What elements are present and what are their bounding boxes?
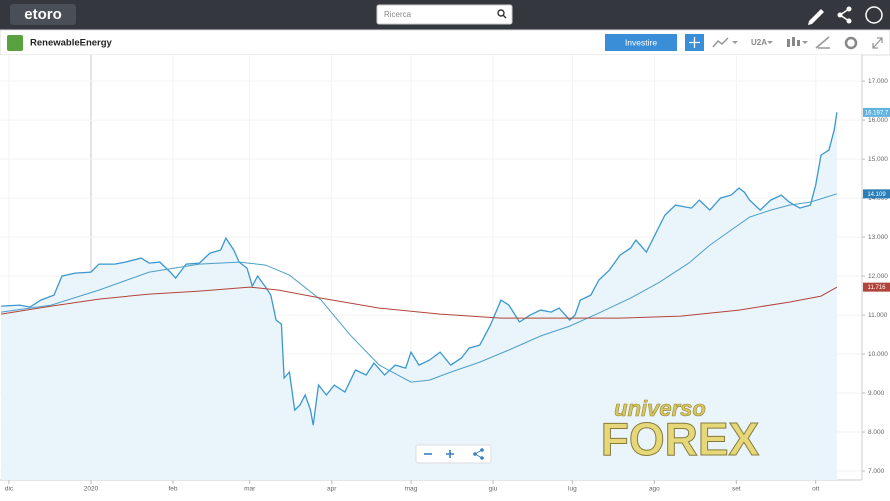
dropdown-arrow	[767, 41, 773, 44]
watermark-bottom: FOREX	[601, 413, 760, 465]
search-placeholder: Ricerca	[384, 10, 412, 19]
share-icon[interactable]	[837, 6, 852, 24]
y-tick-label: 15.000	[868, 156, 888, 163]
edit-icon[interactable]	[808, 9, 824, 25]
watermark-top: universo	[614, 396, 706, 421]
series-line	[1, 112, 838, 426]
x-tick-label: ago	[649, 486, 660, 493]
crosshair-button[interactable]	[685, 34, 704, 51]
share-chart[interactable]	[473, 448, 484, 460]
x-tick-label: apr	[327, 486, 337, 493]
last-value-tag	[863, 282, 890, 292]
search-icon	[497, 9, 505, 17]
price-area	[1, 112, 837, 481]
logo-box	[10, 4, 76, 25]
y-tick-label: 17.000	[868, 78, 888, 85]
last-value-label: 16.197,7	[865, 110, 889, 116]
x-tick-label: mar	[244, 486, 256, 493]
y-tick-label: 12.000	[868, 273, 888, 280]
search-icon	[502, 14, 507, 19]
logo-text: etoro	[24, 6, 62, 23]
instrument-name: RenewableEnergy	[30, 38, 113, 49]
x-tick-label: dic	[5, 486, 14, 493]
zoom-controls	[415, 444, 492, 464]
draw-button[interactable]	[815, 36, 830, 49]
x-tick-label: feb	[168, 486, 177, 493]
last-value-label: 14.109	[867, 192, 886, 198]
last-value-tag	[863, 107, 890, 117]
x-tick-label: ott	[812, 486, 819, 493]
x-tick-label: lug	[568, 486, 577, 493]
period-button[interactable]: U2A	[751, 38, 767, 47]
search-field[interactable]	[376, 4, 513, 25]
indicator-button[interactable]	[712, 37, 729, 48]
invest-button-label: Investire	[625, 37, 657, 47]
zoom-in[interactable]	[446, 450, 454, 458]
y-tick-label: 13.000	[868, 234, 888, 241]
chart: dic 2020 feb mar apr mag giu lug ago set ott 7.000 8…	[0, 55, 890, 493]
y-tick-label: 16.000	[868, 117, 888, 124]
y-tick-label: 11.000	[868, 312, 888, 319]
last-value-tag	[863, 189, 890, 199]
invest-button-bg[interactable]	[605, 34, 677, 51]
chart-type-button[interactable]	[787, 37, 808, 47]
last-value-label: 11.716	[868, 285, 887, 291]
profile-icon[interactable]	[865, 6, 883, 24]
dropdown-arrow	[732, 41, 738, 44]
search-box[interactable]: Ricerca	[376, 4, 513, 25]
y-tick-label: 8.000	[868, 429, 885, 436]
invest-button[interactable]: Investire	[605, 34, 677, 51]
y-tick-label: 9.000	[868, 390, 885, 397]
y-tick-label: 10.000	[868, 351, 888, 358]
fullscreen-button[interactable]	[872, 37, 883, 49]
logo[interactable]: etoro	[10, 4, 76, 25]
y-tick-label: 7.000	[868, 468, 885, 475]
x-tick-label: mag	[405, 486, 418, 493]
settings-button[interactable]	[844, 36, 858, 50]
series-line	[1, 286, 838, 319]
x-tick-label: set	[732, 486, 741, 493]
x-tick-label: giu	[489, 486, 498, 493]
series-line	[1, 193, 838, 383]
instrument-icon	[7, 35, 23, 51]
x-tick-label: 2020	[84, 486, 99, 493]
